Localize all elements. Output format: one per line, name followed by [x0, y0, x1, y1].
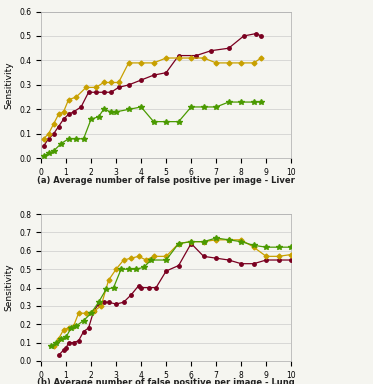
Line: FT-LOR: FT-LOR: [42, 56, 263, 141]
FT-LOR: [101, 80, 106, 85]
ET-NoCon: [164, 119, 168, 124]
ET-NoCon: [109, 109, 113, 114]
ET-NoCon: [226, 100, 231, 104]
ET-NoCon: [139, 105, 143, 109]
FT-IM: [79, 105, 83, 109]
Line: FT-IM: FT-IM: [42, 32, 263, 148]
ET-NoCon: [189, 105, 193, 109]
FT-IM: [51, 132, 56, 136]
FT-IM: [176, 53, 181, 58]
FT-LOR: [116, 80, 121, 85]
ET-NoCon: [251, 100, 256, 104]
ET-NoCon: [51, 149, 56, 153]
FT-IM: [254, 31, 258, 36]
FT-LOR: [126, 61, 131, 65]
FT-IM: [109, 90, 113, 94]
FT-LOR: [214, 61, 219, 65]
FT-LOR: [74, 95, 78, 99]
ET-NoCon: [74, 136, 78, 141]
ET-NoCon: [59, 141, 63, 146]
FT-LOR: [51, 122, 56, 126]
FT-IM: [194, 53, 198, 58]
FT-IM: [241, 34, 246, 38]
ET-NoCon: [41, 154, 46, 158]
Y-axis label: Sensitivity: Sensitivity: [4, 61, 14, 109]
FT-LOR: [189, 56, 193, 60]
FT-IM: [61, 117, 66, 121]
ET-NoCon: [114, 109, 118, 114]
ET-NoCon: [151, 119, 156, 124]
Text: (a) Average number of false positive per image - Liver: (a) Average number of false positive per…: [37, 175, 295, 185]
FT-IM: [46, 136, 51, 141]
ET-NoCon: [214, 105, 219, 109]
FT-LOR: [151, 61, 156, 65]
FT-LOR: [46, 132, 51, 136]
FT-IM: [116, 85, 121, 90]
FT-IM: [259, 34, 263, 38]
ET-NoCon: [239, 100, 244, 104]
FT-LOR: [226, 61, 231, 65]
FT-IM: [86, 90, 91, 94]
Line: ET-NoCon: ET-NoCon: [41, 99, 264, 159]
ET-NoCon: [126, 107, 131, 112]
ET-NoCon: [89, 117, 93, 121]
FT-LOR: [164, 56, 168, 60]
FT-IM: [164, 70, 168, 75]
FT-LOR: [61, 109, 66, 114]
FT-IM: [226, 46, 231, 51]
FT-LOR: [139, 61, 143, 65]
Y-axis label: Sensitivity: Sensitivity: [4, 264, 14, 311]
FT-LOR: [56, 112, 61, 117]
FT-LOR: [94, 85, 98, 90]
FT-IM: [151, 73, 156, 78]
FT-LOR: [109, 80, 113, 85]
Legend: FT-IM, FT-LOR, ET-NoCon: FT-IM, FT-LOR, ET-NoCon: [300, 50, 359, 91]
FT-LOR: [239, 61, 244, 65]
FT-LOR: [84, 85, 88, 90]
FT-IM: [209, 48, 213, 53]
FT-LOR: [251, 61, 256, 65]
ET-NoCon: [201, 105, 206, 109]
ET-NoCon: [81, 136, 86, 141]
ET-NoCon: [176, 119, 181, 124]
FT-IM: [126, 83, 131, 87]
FT-IM: [66, 112, 71, 117]
ET-NoCon: [259, 100, 263, 104]
FT-LOR: [66, 97, 71, 102]
FT-IM: [56, 124, 61, 129]
FT-IM: [41, 144, 46, 148]
Text: (b) Average number of false positive per image - Lung: (b) Average number of false positive per…: [37, 378, 295, 384]
FT-LOR: [259, 56, 263, 60]
ET-NoCon: [96, 114, 101, 119]
FT-LOR: [176, 56, 181, 60]
FT-IM: [101, 90, 106, 94]
FT-LOR: [41, 136, 46, 141]
ET-NoCon: [66, 136, 71, 141]
ET-NoCon: [46, 151, 51, 156]
FT-IM: [71, 109, 76, 114]
FT-IM: [139, 78, 143, 82]
ET-NoCon: [101, 107, 106, 112]
FT-IM: [94, 90, 98, 94]
FT-LOR: [201, 56, 206, 60]
